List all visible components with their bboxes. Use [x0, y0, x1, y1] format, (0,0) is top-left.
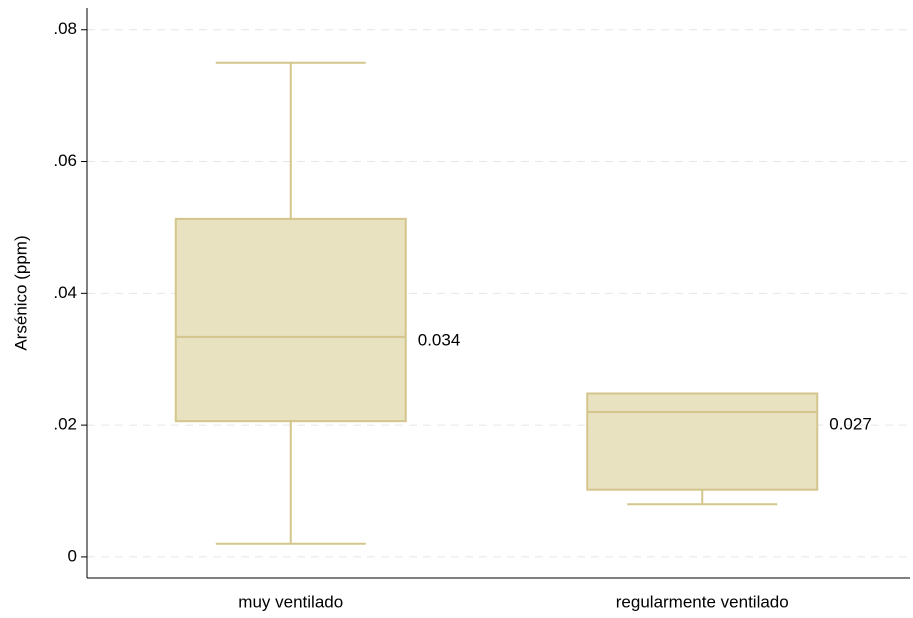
x-tick-label: muy ventilado — [238, 592, 343, 611]
mean-label: 0.034 — [418, 330, 461, 349]
mean-label: 0.027 — [829, 414, 872, 433]
box — [174, 217, 407, 423]
y-tick-label: .08 — [53, 19, 77, 38]
y-tick-label: .04 — [53, 283, 77, 302]
y-tick-label: 0 — [68, 546, 77, 565]
y-axis-label: Arsénico (ppm) — [11, 235, 30, 350]
x-tick-label: regularmente ventilado — [616, 592, 789, 611]
y-tick-label: .02 — [53, 415, 77, 434]
y-tick-label: .06 — [53, 151, 77, 170]
box — [586, 392, 819, 491]
